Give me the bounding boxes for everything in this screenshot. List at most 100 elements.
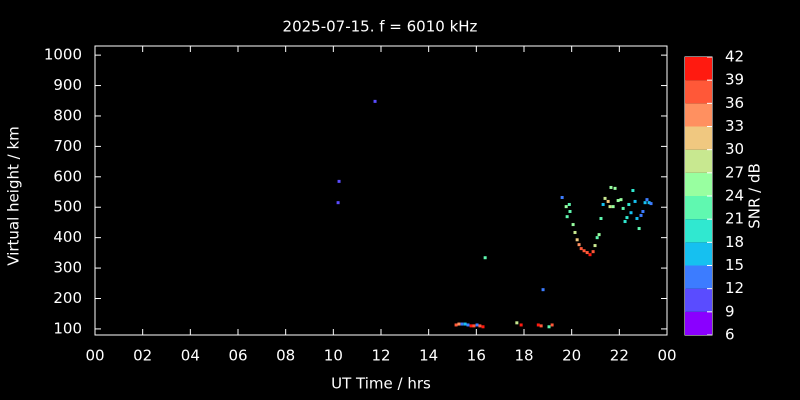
colorbar-label: SNR / dB [746, 163, 764, 229]
colorbar-cell [685, 288, 712, 312]
x-tick-label: 20 [562, 347, 581, 365]
x-axis-label: UT Time / hrs [331, 375, 431, 393]
point [623, 220, 627, 224]
colorbar-tick-label: 6 [725, 326, 735, 344]
point [621, 206, 625, 210]
y-tick-label: 500 [53, 198, 82, 216]
x-tick-label: 08 [276, 347, 295, 365]
point [550, 323, 554, 327]
colorbar-tick-label: 42 [725, 48, 744, 66]
point [564, 205, 568, 209]
point [647, 201, 651, 205]
point [608, 205, 612, 209]
point [560, 195, 564, 199]
point [336, 201, 340, 205]
point [593, 244, 597, 248]
point [635, 216, 639, 220]
point [575, 238, 579, 242]
colorbar-tick-label: 27 [725, 163, 744, 181]
point [472, 324, 476, 328]
point [337, 179, 341, 183]
point [588, 253, 592, 257]
x-tick-label: 00 [657, 347, 676, 365]
point [603, 196, 607, 200]
y-tick-label: 200 [53, 289, 82, 307]
point [483, 256, 487, 260]
x-tick-label: 06 [228, 347, 247, 365]
point [633, 199, 637, 203]
point [577, 243, 581, 247]
colorbar-tick-label: 12 [725, 279, 744, 297]
colorbar-cell [685, 103, 712, 127]
colorbar-cell [685, 265, 712, 289]
point [599, 216, 603, 220]
point [475, 323, 479, 327]
colorbar-tick-label: 36 [725, 94, 744, 112]
point [643, 201, 647, 205]
point [573, 230, 577, 234]
x-tick-label: 22 [610, 347, 629, 365]
point [478, 324, 482, 328]
y-tick-label: 800 [53, 106, 82, 124]
point [601, 202, 605, 206]
point [460, 322, 464, 326]
point [481, 325, 485, 329]
point [457, 322, 461, 326]
point [597, 233, 601, 237]
point [609, 185, 613, 189]
colorbar-cell [685, 80, 712, 104]
plot-frame [94, 45, 668, 336]
point [515, 321, 519, 325]
point [585, 251, 589, 255]
point [591, 250, 595, 254]
point [639, 213, 643, 217]
y-tick-label: 300 [53, 259, 82, 277]
colorbar-cell [685, 57, 712, 81]
point [645, 198, 649, 202]
point [595, 236, 599, 240]
point [454, 323, 458, 327]
x-tick-label: 02 [133, 347, 152, 365]
point [627, 202, 631, 206]
point [541, 288, 545, 292]
y-axis-label: Virtual height / km [5, 126, 23, 265]
point [373, 99, 377, 103]
colorbar-tick-label: 21 [725, 210, 744, 228]
point [567, 202, 571, 206]
x-tick-label: 04 [181, 347, 200, 365]
colorbar-tick-label: 30 [725, 140, 744, 158]
point [631, 189, 635, 192]
point [625, 216, 629, 220]
point [641, 209, 645, 213]
x-tick-label: 16 [467, 347, 486, 365]
point [611, 205, 615, 209]
point [539, 324, 543, 328]
point [469, 324, 473, 328]
x-tick-label: 10 [324, 347, 343, 365]
y-tick-label: 1000 [44, 46, 82, 64]
point [619, 198, 623, 202]
point [582, 249, 586, 253]
x-tick-label: 12 [371, 347, 390, 365]
point [565, 215, 569, 219]
point [629, 211, 633, 215]
y-tick-label: 400 [53, 228, 82, 246]
colorbar-cell [685, 311, 712, 335]
colorbar-cell [685, 242, 712, 266]
colorbar-tick-label: 18 [725, 233, 744, 251]
colorbar-cell [685, 219, 712, 243]
colorbar-tick-label: 15 [725, 256, 744, 274]
point [606, 199, 610, 203]
colorbar-cell [685, 149, 712, 173]
point [649, 202, 653, 206]
x-tick-label: 14 [419, 347, 438, 365]
colorbar-cell [685, 196, 712, 220]
colorbar-cell [685, 126, 712, 150]
point [536, 323, 540, 327]
colorbar-tick-label: 24 [725, 187, 744, 205]
point [613, 186, 617, 190]
point [568, 209, 572, 213]
y-tick-label: 900 [53, 76, 82, 94]
y-tick-label: 600 [53, 167, 82, 185]
